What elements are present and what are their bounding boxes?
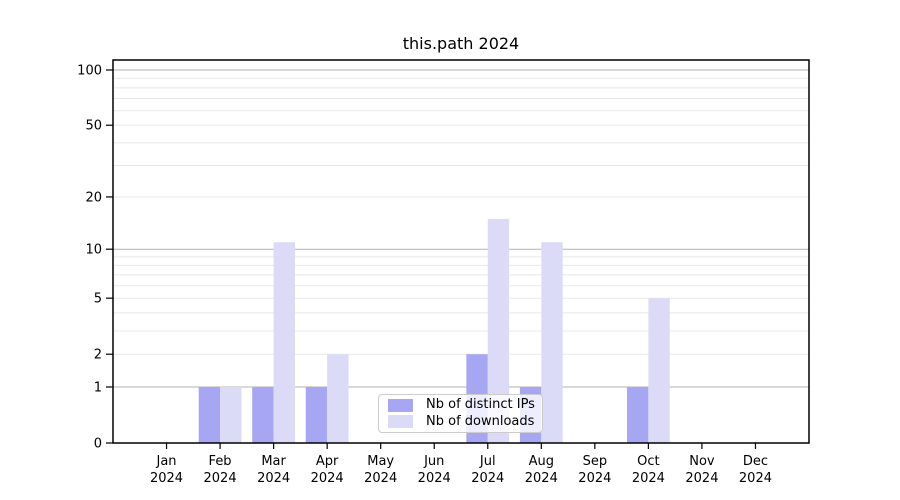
bar-downloads-oct <box>648 298 670 443</box>
x-tick-label-year: 2024 <box>632 471 665 486</box>
y-tick-label: 100 <box>77 64 102 79</box>
bar-downloads-aug <box>541 242 563 443</box>
bar-downloads-mar <box>273 242 296 443</box>
legend: Nb of distinct IPs Nb of downloads <box>378 394 543 433</box>
bar-downloads-jul <box>487 218 510 443</box>
bar-downloads-feb <box>220 386 242 443</box>
x-tick-label-year: 2024 <box>150 471 183 486</box>
y-tick-label: 1 <box>94 380 102 395</box>
legend-label-distinct-ips: Nb of distinct IPs <box>426 397 535 413</box>
y-tick-label: 2 <box>94 348 102 363</box>
x-tick-label-month: Jan <box>156 454 177 469</box>
x-tick-label-month: Oct <box>637 454 659 469</box>
x-tick-label-year: 2024 <box>204 471 237 486</box>
legend-item-distinct-ips: Nb of distinct IPs <box>388 397 535 413</box>
y-tick-label: 50 <box>85 119 102 134</box>
x-tick-label-month: Nov <box>689 454 715 469</box>
y-tick-label: 0 <box>94 437 102 452</box>
y-tick-label: 20 <box>85 190 102 205</box>
x-tick-label-year: 2024 <box>525 471 558 486</box>
x-tick-label-year: 2024 <box>739 471 772 486</box>
legend-swatch-distinct-ips <box>388 398 413 412</box>
x-tick-label-month: Feb <box>209 454 232 469</box>
x-tick-label-month: Apr <box>316 454 339 469</box>
x-tick-label-year: 2024 <box>685 471 718 486</box>
x-tick-label-year: 2024 <box>471 471 504 486</box>
x-tick-label-year: 2024 <box>418 471 451 486</box>
legend-label-downloads: Nb of downloads <box>426 413 535 429</box>
bar-distinct-ips-feb <box>198 386 221 443</box>
legend-swatch-downloads <box>388 415 413 429</box>
x-tick-label-month: Sep <box>583 454 608 469</box>
x-tick-label-year: 2024 <box>364 471 397 486</box>
x-tick-label-month: Dec <box>743 454 768 469</box>
x-tick-label-month: Jul <box>479 454 496 469</box>
x-tick-label-month: Mar <box>261 454 286 469</box>
bar-distinct-ips-mar <box>252 386 274 443</box>
x-tick-label-year: 2024 <box>257 471 290 486</box>
bar-downloads-apr <box>327 354 349 443</box>
y-tick-label: 5 <box>94 292 102 307</box>
x-tick-label-month: May <box>367 454 394 469</box>
bar-distinct-ips-apr <box>305 386 328 443</box>
bar-distinct-ips-oct <box>626 386 649 443</box>
x-tick-label-year: 2024 <box>578 471 611 486</box>
plot-border <box>112 59 810 444</box>
chart-title: this.path 2024 <box>402 34 520 53</box>
legend-item-downloads: Nb of downloads <box>388 413 535 430</box>
x-tick-label-month: Aug <box>529 454 554 469</box>
y-tick-label: 10 <box>85 243 102 258</box>
x-tick-label-month: Jun <box>423 454 444 469</box>
x-tick-label-year: 2024 <box>311 471 344 486</box>
